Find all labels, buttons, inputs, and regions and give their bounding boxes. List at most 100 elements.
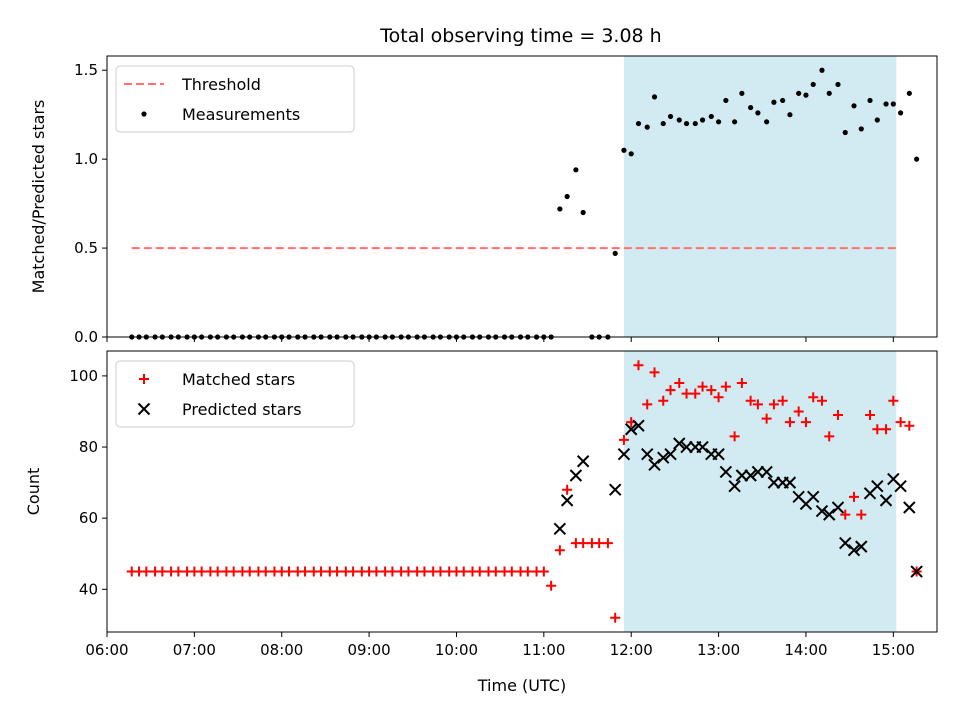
measurement-point [715,119,722,125]
observing-window-shade [623,56,897,337]
matched-point [745,395,756,406]
measurement-point [564,193,570,200]
measurement-point [621,147,627,153]
legend-box [115,65,355,133]
matched-point [793,406,804,417]
measurement-point [651,94,658,100]
predicted-point [648,458,661,472]
measurement-point [796,90,802,96]
predicted-point [831,501,845,514]
y-tick-label: 0.5 [74,239,98,257]
predicted-point [839,536,852,550]
predicted-point [569,469,583,482]
predicted-point [719,465,733,479]
legend-label: Predicted stars [182,400,302,419]
matched-point [832,410,843,421]
measurement-point [874,117,880,123]
predicted-point [576,455,590,468]
y-tick-label: 60 [79,509,98,527]
y-tick-label: 0.0 [74,328,98,346]
predicted-point [696,440,709,454]
measurement-point [628,151,634,157]
matched-point [348,566,359,577]
predicted-point [673,437,686,450]
measurement-point [635,120,642,127]
matched-point [602,538,613,549]
predicted-point [657,451,670,464]
matched-point [316,566,327,577]
y-axis-label: Matched/Predicted stars [29,100,48,294]
matched-point [681,388,692,399]
panel-frame [106,55,938,338]
matched-point [904,420,915,431]
chart-title: Total observing time = 3.08 h [379,25,661,47]
matched-point [808,392,819,403]
legend-box [115,360,355,428]
predicted-point [641,447,654,461]
x-tick-label: 14:00 [784,641,827,659]
matched-point [768,399,779,410]
measurement-point [755,110,761,116]
measurement-point [699,117,706,123]
x-tick-label: 11:00 [522,641,565,659]
predicted-point [728,479,741,493]
x-axis-label: Time (UTC) [477,676,566,695]
matched-point [173,566,184,577]
measurement-point [914,156,920,162]
matched-point [881,424,892,435]
legend-label: Measurements [182,105,300,124]
matched-point [300,566,311,577]
legend: Threshold Measurements [115,65,355,133]
matched-point [554,545,565,556]
measurement-point [883,101,889,107]
matched-point [824,431,835,442]
observing-window-shade [623,351,897,632]
measurement-point [851,103,857,109]
measurement-point [731,119,738,125]
matched-point [562,484,573,495]
matched-point [895,417,906,428]
measurement-point [771,99,777,105]
measurement-point [819,67,825,73]
measurement-point [644,124,650,130]
matched-point [332,566,343,577]
matched-point [522,566,533,577]
measurement-point [764,119,770,125]
matched-point [840,509,851,520]
predicted-point [894,479,907,493]
legend-matched-swatch [139,374,149,384]
measurement-point [612,250,618,257]
measurement-point [573,167,579,173]
matched-point [538,566,549,577]
y-tick-label: 40 [79,580,98,598]
predicted-point [553,522,567,536]
x-tick-label: 07:00 [173,641,216,659]
matched-point [578,538,589,549]
matched-point [157,566,168,577]
matched-point [697,381,708,392]
series-2-marks [553,419,923,578]
x-tick-label: 13:00 [697,641,740,659]
matched-point [419,566,430,577]
predicted-point [855,540,868,553]
y-axis-label: Count [24,468,43,516]
measurement-point [748,104,754,111]
predicted-point [871,479,884,493]
matched-point [720,381,731,392]
matched-point [474,566,485,577]
matched-point [872,424,883,435]
matched-point [284,566,295,577]
measurement-point [667,113,674,120]
measurement-point [580,209,586,216]
matched-point [706,385,717,396]
measurement-point [810,81,816,88]
matched-point [435,566,446,577]
matched-point [371,566,382,577]
measurement-point [858,126,864,132]
measurement-point [835,81,841,88]
y-tick-label: 1.0 [74,150,98,168]
matched-point [690,388,701,399]
matched-point [736,378,747,389]
predicted-point [712,447,725,461]
x-tick-label: 12:00 [610,641,653,659]
